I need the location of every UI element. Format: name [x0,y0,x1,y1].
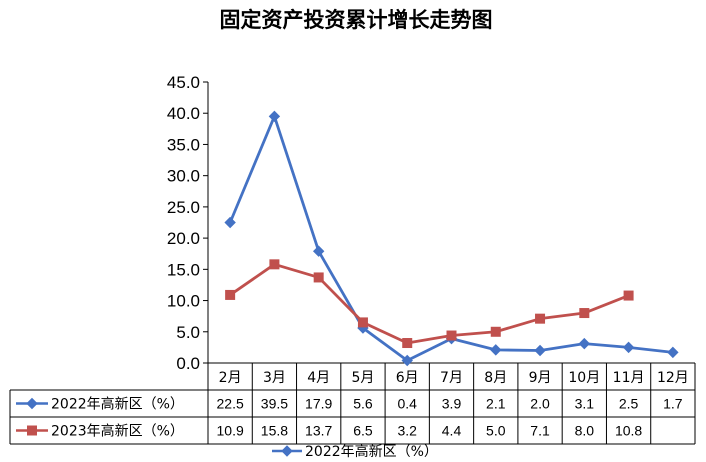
data-point [535,313,546,324]
x-category-label: 10月 [568,370,600,386]
x-category-label: 12月 [657,370,689,386]
y-tick-label: 0.0 [176,354,200,373]
data-point [490,326,501,337]
table-cell-value: 7.1 [530,423,550,439]
y-tick-label: 35.0 [167,135,200,154]
data-point [402,338,413,349]
table-cell-value: 6.5 [353,423,373,439]
y-tick-label: 40.0 [167,104,200,123]
x-category-label: 5月 [351,370,374,386]
y-tick-label: 20.0 [167,229,200,248]
table-cell-value: 10.9 [217,423,244,439]
data-point [490,344,502,356]
x-category-label: 3月 [263,370,286,386]
table-cell-value: 1.7 [663,396,683,412]
legend-entry-label: 2022年高新区（%） [305,443,438,460]
data-point [312,245,325,257]
chart-axes: 0.0 5.0 10.0 15.0 20.0 25.0 30.0 35.0 40.0 45.0 [167,73,209,373]
x-category-label: 8月 [484,370,507,386]
x-category-label: 9月 [529,370,552,386]
table-cell-value: 22.5 [217,396,244,412]
y-tick-label: 25.0 [167,198,200,217]
row-legend-key-marker [27,425,37,436]
table-cell-value: 5.0 [486,423,506,439]
legend-key-marker [281,445,293,457]
x-category-label: 6月 [396,370,419,386]
x-category-label: 2月 [219,370,242,386]
table-cell-value: 2.0 [530,396,550,412]
x-category-label: 7月 [440,370,463,386]
y-tick-label: 15.0 [167,260,200,279]
data-point [401,354,413,367]
data-point [534,344,546,357]
data-point [622,341,635,354]
data-point [268,110,281,123]
data-point [225,289,236,300]
table-cell-value: 5.6 [353,396,373,412]
data-table: 2月 3月 4月 5月 6月 7月 8月 9月 10月 11月 12月 2022年高新区（%） 22.5… [9,362,696,445]
table-cell-value: 39.5 [261,396,288,412]
chart-title: 固定资产投资累计增长走势图 [220,8,493,32]
x-category-label: 4月 [307,370,330,386]
table-cell-value: 10.8 [615,423,642,439]
data-point [357,317,368,328]
data-point [667,346,679,359]
y-tick-label: 45.0 [167,73,200,92]
series-layer [224,110,679,367]
y-tick-label: 10.0 [167,292,200,311]
table-row-label: 2023年高新区（%） [51,423,184,440]
series-line [229,262,630,345]
table-cell-value: 2.1 [486,396,506,412]
table-cell-value: 13.7 [305,423,332,439]
table-cell-value: 3.9 [442,396,462,412]
table-cell-value: 17.9 [305,396,332,412]
data-point [269,259,280,270]
x-category-label: 11月 [613,370,645,386]
table-cell-value: 3.1 [575,396,595,412]
data-point [313,272,324,283]
data-point [224,216,236,229]
series-line [228,114,674,362]
y-tick-label: 30.0 [167,167,200,186]
data-point [623,290,634,301]
table-cell-value: 15.8 [261,423,288,439]
table-cell-value: 8.0 [575,423,595,439]
table-cell-value: 3.2 [397,423,417,439]
row-legend-key-marker [26,397,38,410]
table-cell-value: 0.4 [397,396,417,412]
table-cell-value: 2.5 [619,396,639,412]
table-row-label: 2022年高新区（%） [51,396,184,413]
y-tick-label: 5.0 [176,323,200,342]
legend: 2022年高新区（%） [272,443,438,460]
data-point [579,308,590,319]
table-cell-value: 4.4 [442,423,462,439]
data-point [578,337,591,350]
data-point [446,330,457,341]
